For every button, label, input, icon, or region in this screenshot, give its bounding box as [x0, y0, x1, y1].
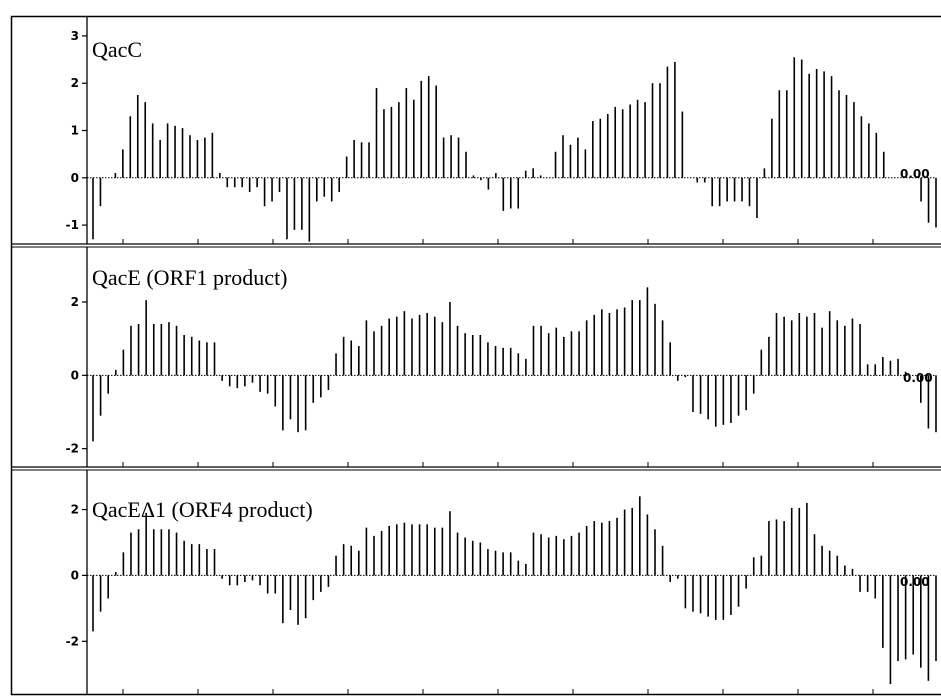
figure-frame [10, 15, 941, 696]
panel-title: QacE (ORF1 product) [92, 265, 288, 290]
panel-qacc: QacC 3 2 1 0 -1 0.00 [12, 17, 941, 248]
y-tick-label: 0 [71, 568, 79, 582]
bar-series [87, 496, 937, 685]
y-tick-label: 2 [71, 76, 79, 90]
y-tick-label: -2 [66, 442, 79, 456]
panel-title: QacC [92, 37, 142, 62]
zero-end-label: 0.00 [900, 167, 930, 181]
y-ticks: 2 0 -2 [66, 295, 874, 467]
zero-end-label: 0.00 [903, 371, 933, 385]
y-tick-label: -2 [66, 634, 79, 648]
zero-end-label: 0.00 [900, 575, 930, 589]
y-ticks: 3 2 1 0 -1 [66, 29, 874, 244]
bar-series [87, 57, 937, 242]
y-tick-label: 2 [71, 295, 79, 309]
bar-series [87, 287, 937, 442]
panel-qace-delta1-orf4: QacEΔ1 (ORF4 product) 2 0 -2 0.00 [66, 470, 937, 694]
y-tick-label: 0 [71, 368, 79, 382]
y-tick-label: 0 [71, 171, 79, 185]
panel-qace-orf1: QacE (ORF1 product) 2 0 -2 0.00 [12, 247, 941, 471]
y-tick-label: 1 [71, 124, 79, 138]
y-ticks: 2 0 -2 [66, 503, 874, 694]
y-tick-label: -1 [66, 218, 79, 232]
y-tick-label: 2 [71, 503, 79, 517]
y-tick-label: 3 [71, 29, 79, 43]
panel-title: QacEΔ1 (ORF4 product) [92, 497, 313, 522]
